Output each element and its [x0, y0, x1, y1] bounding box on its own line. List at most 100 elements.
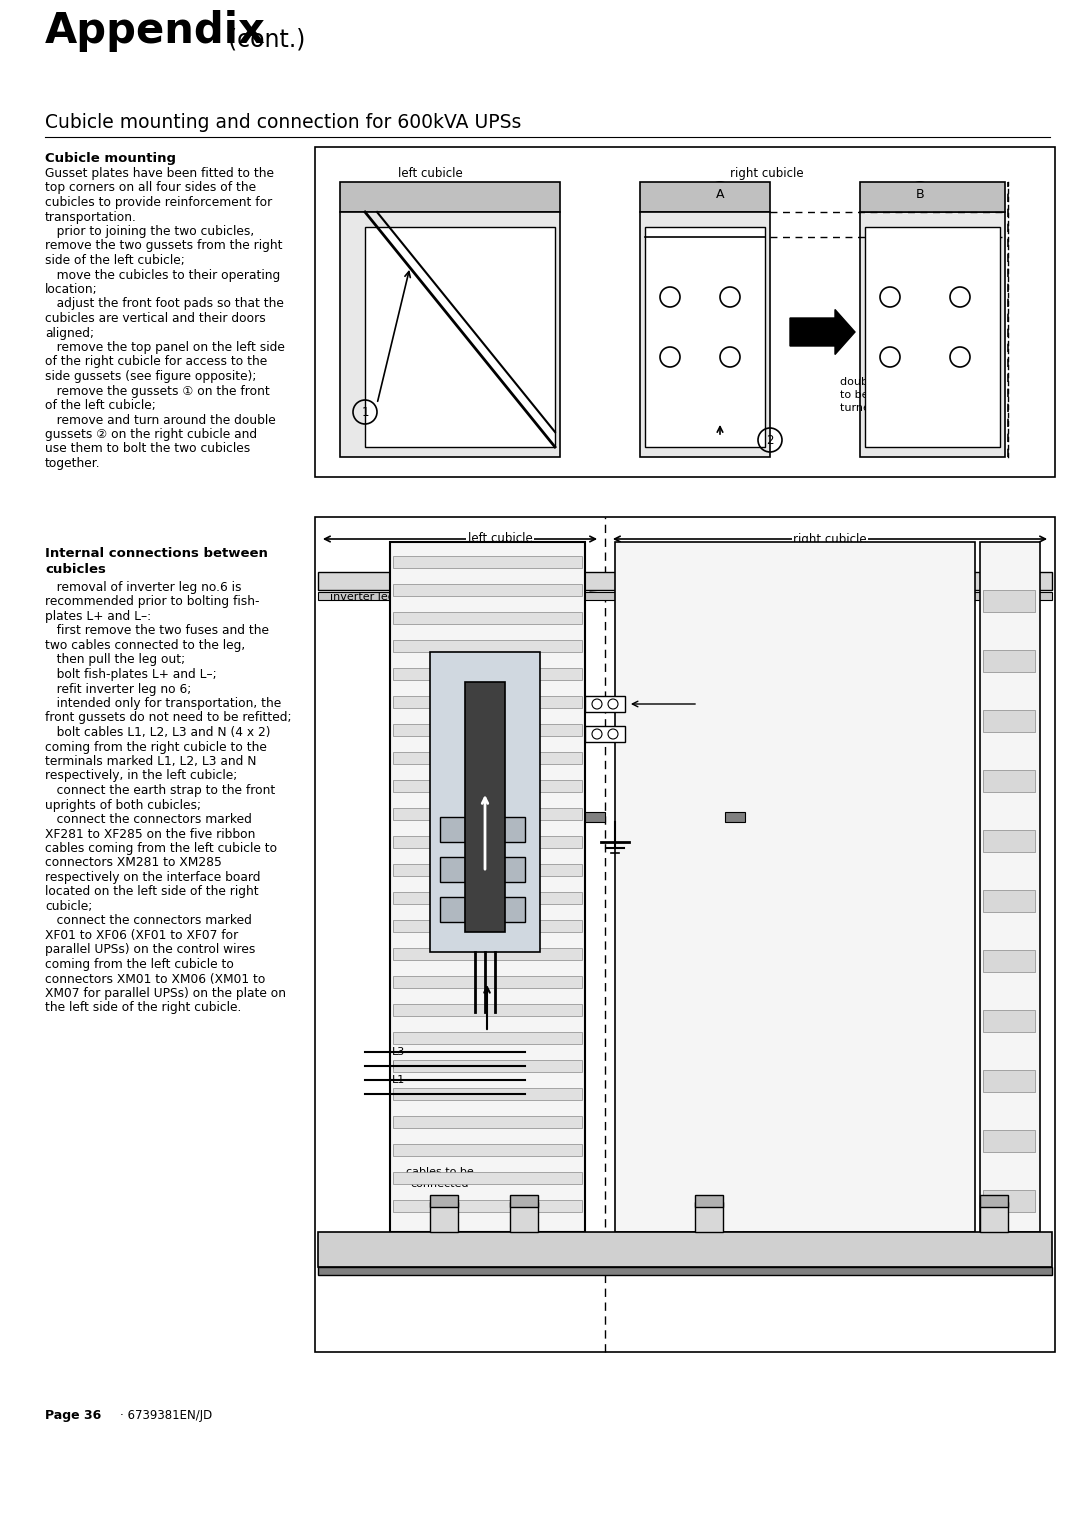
- Text: cubicle;: cubicle;: [45, 899, 92, 913]
- Bar: [365, 228, 555, 447]
- Bar: [983, 1190, 1035, 1212]
- Text: L3: L3: [392, 1048, 405, 1057]
- Bar: [393, 724, 582, 736]
- Text: the left side of the right cubicle.: the left side of the right cubicle.: [45, 1002, 241, 1014]
- Text: terminals marked L1, L2, L3 and N: terminals marked L1, L2, L3 and N: [45, 754, 257, 768]
- Text: aligned;: aligned;: [45, 327, 94, 339]
- Bar: [393, 751, 582, 764]
- Text: refit inverter leg no 6;: refit inverter leg no 6;: [45, 683, 191, 695]
- Text: left cubicle: left cubicle: [468, 533, 532, 545]
- Text: connect the earth strap to the front: connect the earth strap to the front: [45, 783, 275, 797]
- Bar: [393, 919, 582, 931]
- Text: remove the top panel on the left side: remove the top panel on the left side: [45, 341, 285, 354]
- Bar: [983, 770, 1035, 793]
- Bar: [393, 583, 582, 596]
- Bar: [318, 573, 1052, 589]
- Text: gussets ② on the right cubicle and: gussets ② on the right cubicle and: [45, 428, 257, 441]
- Bar: [430, 1196, 458, 1206]
- Bar: [585, 725, 625, 742]
- Bar: [430, 1202, 458, 1232]
- Text: move the cubicles to their operating: move the cubicles to their operating: [45, 269, 280, 281]
- Text: two cables connected to the leg,: two cables connected to the leg,: [45, 638, 245, 652]
- Text: 2: 2: [766, 434, 773, 446]
- Text: L+: L+: [630, 728, 646, 739]
- Text: XM07 for parallel UPSs) on the plate on: XM07 for parallel UPSs) on the plate on: [45, 986, 286, 1000]
- Text: fish-plates
to be
bolted: fish-plates to be bolted: [700, 702, 758, 738]
- Text: respectively, in the left cubicle;: respectively, in the left cubicle;: [45, 770, 238, 782]
- Bar: [340, 182, 561, 212]
- Bar: [640, 212, 770, 457]
- Bar: [393, 1200, 582, 1212]
- Bar: [440, 857, 465, 883]
- Bar: [393, 1144, 582, 1156]
- Bar: [430, 652, 540, 951]
- Bar: [585, 812, 605, 822]
- Text: first remove the two fuses and the: first remove the two fuses and the: [45, 625, 269, 637]
- Text: inverter leg no. 6: inverter leg no. 6: [330, 592, 427, 602]
- Bar: [393, 864, 582, 876]
- Text: located on the left side of the right: located on the left side of the right: [45, 886, 258, 898]
- Text: bolt fish-plates L+ and L–;: bolt fish-plates L+ and L–;: [45, 667, 217, 681]
- Bar: [393, 1116, 582, 1128]
- Text: cubicles to provide reinforcement for: cubicles to provide reinforcement for: [45, 195, 272, 209]
- Text: prior to joining the two cubicles,: prior to joining the two cubicles,: [45, 224, 254, 238]
- Bar: [983, 1070, 1035, 1092]
- Bar: [440, 817, 465, 841]
- Text: use them to bolt the two cubicles: use them to bolt the two cubicles: [45, 443, 251, 455]
- Text: intended only for transportation, the: intended only for transportation, the: [45, 696, 281, 710]
- Bar: [980, 1202, 1008, 1232]
- Text: cubicles: cubicles: [45, 563, 106, 576]
- Text: side of the left cubicle;: side of the left cubicle;: [45, 253, 185, 267]
- Bar: [393, 1089, 582, 1099]
- Text: side gussets (see figure opposite);: side gussets (see figure opposite);: [45, 370, 256, 383]
- Bar: [500, 896, 525, 922]
- Text: top corners on all four sides of the: top corners on all four sides of the: [45, 182, 256, 194]
- Text: L–: L–: [630, 699, 642, 709]
- Bar: [860, 212, 1005, 457]
- Text: L2: L2: [392, 1061, 405, 1070]
- Text: cubicles are vertical and their doors: cubicles are vertical and their doors: [45, 312, 266, 325]
- Bar: [340, 212, 561, 457]
- Text: earthing connection
between cubicles: earthing connection between cubicles: [633, 834, 745, 857]
- Bar: [393, 696, 582, 709]
- Bar: [315, 518, 1055, 1351]
- Bar: [983, 1130, 1035, 1151]
- Text: 1: 1: [361, 406, 368, 418]
- Bar: [645, 228, 765, 447]
- Bar: [393, 808, 582, 820]
- Text: single gusset
to be
removed: single gusset to be removed: [393, 402, 467, 438]
- Text: recommended prior to bolting fish-: recommended prior to bolting fish-: [45, 596, 259, 608]
- Bar: [983, 890, 1035, 912]
- Text: remove the two gussets from the right: remove the two gussets from the right: [45, 240, 283, 252]
- Bar: [393, 1003, 582, 1015]
- Bar: [315, 147, 1055, 476]
- Bar: [500, 857, 525, 883]
- Bar: [393, 667, 582, 680]
- Bar: [615, 542, 975, 1232]
- Text: XF281 to XF285 on the five ribbon: XF281 to XF285 on the five ribbon: [45, 828, 255, 840]
- Text: together.: together.: [45, 457, 100, 470]
- Bar: [983, 651, 1035, 672]
- Bar: [318, 1232, 1052, 1267]
- Bar: [465, 683, 505, 931]
- Text: parallel UPSs) on the control wires: parallel UPSs) on the control wires: [45, 944, 255, 956]
- Text: B: B: [916, 188, 924, 202]
- Text: front gussets do not need to be refitted;: front gussets do not need to be refitted…: [45, 712, 292, 724]
- Bar: [393, 948, 582, 960]
- Bar: [860, 182, 1005, 212]
- Bar: [696, 1196, 723, 1206]
- Text: fuses and cables
to be disconnected: fuses and cables to be disconnected: [660, 592, 767, 614]
- Bar: [318, 1267, 1052, 1275]
- Bar: [393, 612, 582, 625]
- Bar: [390, 542, 585, 1232]
- Text: cables to be
connected: cables to be connected: [406, 1167, 474, 1190]
- Text: connectors XM01 to XM06 (XM01 to: connectors XM01 to XM06 (XM01 to: [45, 973, 266, 985]
- Bar: [696, 1202, 723, 1232]
- Bar: [440, 896, 465, 922]
- Text: Gusset plates have been fitted to the: Gusset plates have been fitted to the: [45, 166, 274, 180]
- Text: (cont.): (cont.): [228, 27, 306, 52]
- Text: coming from the right cubicle to the: coming from the right cubicle to the: [45, 741, 267, 753]
- Bar: [393, 1032, 582, 1044]
- Text: transportation.: transportation.: [45, 211, 137, 223]
- Text: connectors XM281 to XM285: connectors XM281 to XM285: [45, 857, 221, 869]
